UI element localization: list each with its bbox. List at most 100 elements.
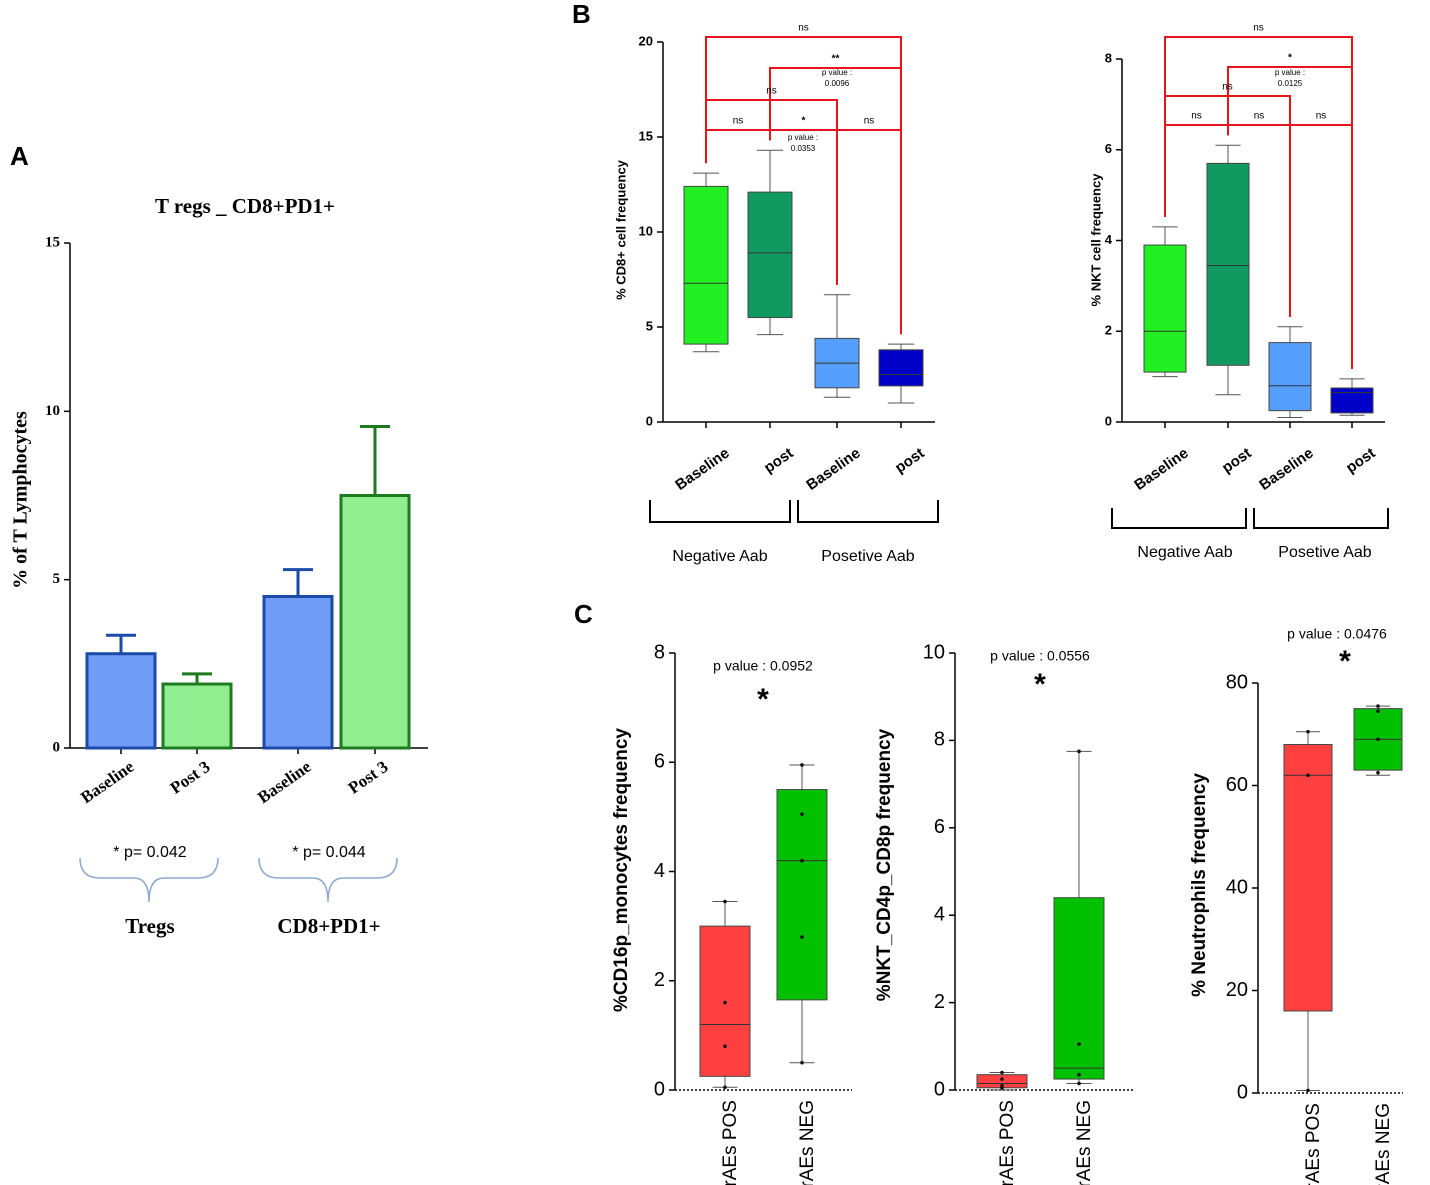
group-label: Negative Aab [1137,544,1232,561]
y-tick-label: 60 [1226,774,1248,796]
panel-label: B [572,0,591,29]
y-tick-label: 15 [639,128,653,143]
x-tick-label: irAEs NEG [797,1100,818,1185]
group-label: Posetive Aab [821,548,915,565]
data-point [800,1060,804,1065]
y-axis-label: %NKT_CD4p_CD8p frequency [874,728,895,1001]
y-tick-label: 40 [1226,876,1248,898]
p-value: p value : 0.0556 [990,648,1090,664]
data-point [1306,773,1310,778]
x-tick-label: post [1219,445,1255,477]
bar [262,595,334,750]
p-value: 0.0353 [791,144,816,153]
data-point [1376,709,1380,713]
y-tick-label: 0 [934,1078,945,1100]
y-axis-label: % of T Lymphocytes [10,411,32,589]
y-tick-label: 15 [45,234,60,250]
box [776,789,828,1001]
significance-star: * [1339,645,1351,678]
data-point [800,935,804,939]
x-tick-label: irAEs POS [997,1100,1018,1185]
x-tick-label: Baseline [1131,445,1191,494]
significance-label: ns [864,116,875,127]
significance-label: * [1288,53,1292,64]
p-value: p value : 0.0952 [713,658,813,674]
x-tick-label: irAEs NEG [1373,1103,1394,1185]
y-tick-label: 10 [639,223,653,238]
box [1330,387,1374,414]
box [1053,897,1105,1080]
significance-label: ns [766,86,777,97]
significance-label: ns [1222,82,1233,93]
y-tick-label: 10 [923,641,945,663]
y-tick-label: 2 [934,991,945,1013]
y-tick-label: 8 [654,641,665,663]
bar [339,494,411,750]
x-tick-label: Post 3 [167,757,214,798]
data-point [723,1000,727,1005]
data-point [1306,1088,1310,1093]
group-label: Tregs [125,914,174,938]
significance-star: * [757,683,769,716]
data-point [1077,1072,1081,1077]
data-point [1000,1077,1004,1081]
y-tick-label: 8 [934,729,945,751]
box [683,185,729,345]
x-tick-label: irAEs POS [1303,1103,1324,1185]
x-tick-label: post [892,445,928,477]
group-note: * p= 0.042 [113,844,187,861]
data-point [1376,770,1380,775]
chart-title: T regs _ CD8+PD1+ [155,194,335,218]
y-tick-label: 4 [654,860,665,882]
data-point [1000,1083,1004,1088]
box [1268,342,1312,412]
significance-label: ns [733,116,744,127]
x-tick-label: Baseline [803,445,863,494]
y-tick-label: 4 [1105,232,1113,247]
data-point [723,1085,727,1090]
p-value: 0.0096 [825,79,850,88]
data-point [1000,1070,1004,1075]
significance-bracket [1164,36,1353,369]
data-point [1376,737,1380,742]
x-tick-label: Baseline [77,757,138,807]
data-point [1077,1081,1081,1086]
x-tick-label: Baseline [254,757,315,807]
p-value: p value : 0.0476 [1287,626,1387,642]
p-value: 0.0125 [1278,79,1303,88]
group-label: Posetive Aab [1278,544,1372,561]
x-tick-label: irAEs NEG [1074,1100,1095,1185]
x-tick-label: irAEs POS [720,1100,741,1185]
box [747,191,793,319]
significance-bracket [705,129,771,164]
x-tick-label: Post 3 [345,757,392,798]
p-value: p value : [788,133,818,142]
significance-bracket [836,129,902,335]
y-axis-label: % CD8+ cell frequency [613,159,628,300]
y-axis-label: %CD16p_monocytes frequency [611,728,632,1012]
x-tick-label: post [761,445,797,477]
data-point [723,1044,727,1049]
y-axis-label: % NKT cell frequency [1088,173,1103,307]
box [1206,162,1250,366]
box [1283,744,1333,1012]
y-tick-label: 0 [646,413,653,428]
y-tick-label: 20 [1226,979,1248,1001]
y-tick-label: 8 [1105,50,1112,65]
bar [85,652,157,750]
y-tick-label: 80 [1226,671,1248,693]
y-tick-label: 6 [1105,141,1112,156]
group-label: Negative Aab [672,548,767,565]
x-tick-label: Baseline [1256,445,1316,494]
significance-label: ** [832,54,840,65]
y-tick-label: 5 [646,318,653,333]
y-tick-label: 4 [934,903,945,925]
significance-label: ns [1316,111,1327,122]
y-tick-label: 0 [1237,1081,1248,1103]
significance-bracket [705,36,902,335]
y-tick-label: 2 [654,969,665,991]
data-point [800,858,804,863]
y-tick-label: 0 [53,739,61,755]
y-tick-label: 5 [53,571,61,587]
data-point [800,812,804,816]
